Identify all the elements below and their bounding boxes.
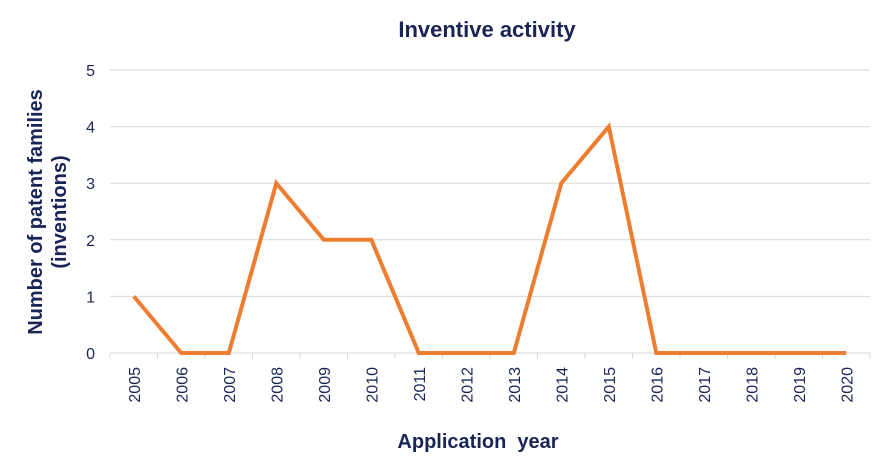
x-axis-tick-labels: 2005 2006 2007 2008 2009 2010 2011 2012 2013 2014… <box>127 367 857 403</box>
x-tick-label: 2008 <box>269 367 286 403</box>
y-tick-label: 5 <box>86 63 95 80</box>
x-tick-label: 2007 <box>222 367 239 403</box>
gridlines <box>110 69 870 297</box>
chart-title: Inventive activity <box>398 17 576 42</box>
x-tick-label: 2018 <box>744 367 761 403</box>
y-tick-label: 0 <box>86 346 95 363</box>
x-tick-label: 2014 <box>554 367 571 403</box>
y-tick-label: 4 <box>86 120 95 137</box>
y-tick-label: 2 <box>86 233 95 250</box>
x-tick-label: 2009 <box>317 367 334 403</box>
x-tick-label: 2010 <box>364 367 381 403</box>
x-tick-label: 2011 <box>412 367 429 402</box>
x-tick-label: 2013 <box>507 367 524 403</box>
y-tick-label: 3 <box>86 176 95 193</box>
x-tick-label: 2016 <box>649 367 666 403</box>
x-tick-label: 2019 <box>792 367 809 403</box>
y-axis-title-line-2: (inventions) <box>49 155 71 268</box>
x-axis-tick-marks <box>109 353 871 359</box>
y-axis-tick-labels: 0 1 2 3 4 5 <box>86 63 95 363</box>
x-axis-title: Application year <box>397 431 558 453</box>
y-tick-label: 1 <box>86 289 95 306</box>
x-tick-label: 2017 <box>697 367 714 403</box>
x-tick-label: 2005 <box>127 367 144 403</box>
series-line <box>132 122 847 355</box>
y-axis-title: Number of patent families (inventions) <box>25 89 71 335</box>
x-tick-label: 2012 <box>459 367 476 403</box>
x-tick-label: 2015 <box>602 367 619 403</box>
x-tick-label: 2006 <box>174 367 191 403</box>
x-tick-label: 2020 <box>839 367 856 403</box>
y-axis-title-line-1: Number of patent families <box>25 89 47 335</box>
